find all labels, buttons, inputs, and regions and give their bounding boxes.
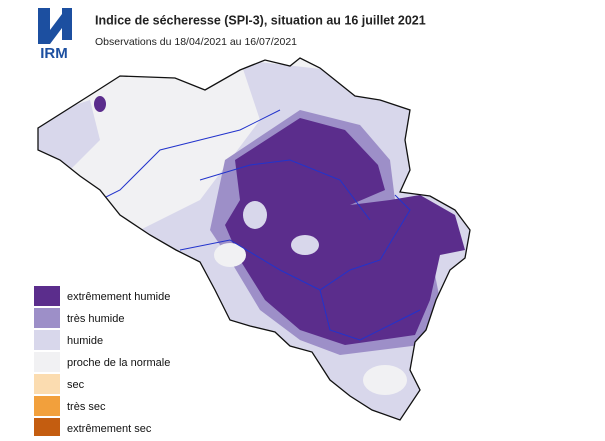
river [319,289,421,341]
zone-extremely-humid [225,118,465,345]
zone-normal [363,365,407,395]
legend-label: sec [67,379,85,391]
legend-label: humide [67,335,103,347]
legend-label: très humide [67,313,124,325]
legend-swatch [34,352,60,372]
legend-swatch [34,418,60,438]
legend-swatch [34,308,60,328]
border [37,57,471,421]
river [179,194,411,291]
legend-label: extrêmement sec [67,423,152,435]
legend-label: extrêmement humide [67,291,170,303]
rivers [79,109,421,341]
legend-swatch [34,286,60,306]
zone-normal [214,243,246,267]
zone-extremely-humid [94,96,106,112]
legend-swatch [34,374,60,394]
title: Indice de sécheresse (SPI-3), situation … [95,13,426,27]
zone-humid [291,235,319,255]
zone-humid [243,201,267,229]
logo: IRM [38,8,72,62]
legend: extrêmement humide très humide humide proch… [34,286,170,438]
legend-label: très sec [67,401,106,413]
legend-label: proche de la normale [67,357,170,369]
logo-text: IRM [40,45,68,62]
river [79,109,281,211]
logo-mark [38,8,72,44]
subtitle: Observations du 18/04/2021 au 16/07/2021 [95,36,297,48]
river [199,159,371,221]
legend-swatch [34,330,60,350]
legend-swatch [34,396,60,416]
